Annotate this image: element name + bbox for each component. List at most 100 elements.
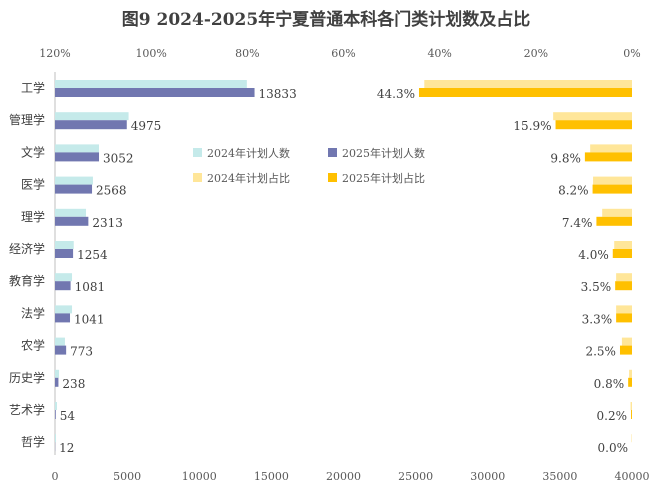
bottom-axis-tick: 5000	[113, 470, 141, 483]
bottom-axis-tick: 35000	[542, 470, 577, 483]
data-label-2025-count: 54	[60, 409, 76, 423]
bar-2024-share	[424, 80, 632, 88]
bottom-axis-tick: 20000	[326, 470, 361, 483]
bottom-axis-tick: 15000	[254, 470, 289, 483]
bar-2025-count	[55, 281, 71, 290]
bar-2025-count	[55, 313, 70, 322]
bottom-axis-tick: 40000	[615, 470, 650, 483]
data-label-2025-share: 8.2%	[558, 184, 589, 198]
bar-2024-count	[55, 434, 56, 442]
bottom-axis-tick: 10000	[182, 470, 217, 483]
data-label-2025-share: 2.5%	[585, 345, 616, 359]
top-axis-tick: 0%	[623, 47, 640, 60]
data-label-2025-share: 7.4%	[562, 216, 593, 230]
bar-2024-share	[622, 338, 632, 346]
bottom-axis-tick: 30000	[470, 470, 505, 483]
bar-2024-share	[602, 209, 632, 217]
bar-2025-share	[615, 281, 632, 290]
data-label-2025-share: 3.3%	[582, 312, 613, 326]
category-label: 工学	[21, 80, 45, 95]
data-label-2025-share: 44.3%	[377, 87, 415, 101]
legend: 2024年计划人数 2025年计划人数 2024年计划占比 2025年计划占比	[193, 146, 425, 185]
bottom-axis-tick: 25000	[398, 470, 433, 483]
bar-2025-share	[419, 88, 632, 97]
data-label-2025-count: 1081	[75, 280, 106, 294]
category-label: 法学	[21, 305, 45, 320]
bar-2025-count	[55, 249, 73, 258]
category-label: 管理学	[9, 112, 45, 127]
bar-2024-share	[616, 305, 632, 313]
bar-2024-share	[629, 370, 632, 378]
bar-2025-count	[55, 152, 99, 161]
bar-2025-count	[55, 410, 56, 419]
bar-2024-count	[55, 209, 86, 217]
data-label-2025-share: 0.8%	[594, 377, 625, 391]
category-label: 理学	[21, 209, 45, 224]
top-axis-tick: 40%	[427, 47, 451, 60]
data-label-2025-count: 12	[59, 441, 74, 455]
bar-2025-count	[55, 88, 255, 97]
bar-2025-share	[631, 410, 632, 419]
data-label-2025-count: 1254	[77, 248, 108, 262]
top-axis-tick: 100%	[135, 47, 166, 60]
data-label-2025-count: 2568	[96, 184, 127, 198]
data-label-2025-count: 2313	[92, 216, 123, 230]
data-label-2025-share: 9.8%	[550, 151, 581, 165]
data-label-2025-share: 0.2%	[597, 409, 628, 423]
bar-2025-share	[593, 185, 632, 194]
category-label: 艺术学	[9, 402, 45, 417]
bar-2025-count	[55, 120, 127, 129]
legend-label: 2024年计划占比	[207, 171, 290, 185]
bar-2025-count	[55, 217, 88, 226]
bar-2025-count	[55, 185, 92, 194]
legend-label: 2024年计划人数	[207, 146, 290, 160]
bar-2024-share	[631, 402, 632, 410]
legend-swatch	[328, 173, 337, 182]
bar-2025-count	[55, 378, 58, 387]
bar-2024-count	[55, 241, 74, 249]
bar-2024-count	[55, 177, 93, 185]
category-label: 经济学	[9, 241, 45, 256]
category-label: 农学	[21, 338, 45, 353]
category-label: 教育学	[9, 273, 45, 288]
bar-2025-count	[55, 346, 66, 355]
bar-2025-share	[556, 120, 632, 129]
legend-swatch	[328, 148, 337, 157]
bar-2025-share	[585, 152, 632, 161]
legend-swatch	[193, 173, 202, 182]
bar-2024-share	[616, 273, 632, 281]
category-label: 医学	[21, 177, 45, 192]
bar-2024-count	[55, 370, 59, 378]
bar-2025-share	[616, 313, 632, 322]
category-label: 哲学	[21, 434, 45, 449]
category-label: 文学	[21, 144, 45, 159]
bar-2025-share	[613, 249, 632, 258]
data-label-2025-count: 773	[70, 345, 93, 359]
data-label-2025-share: 4.0%	[578, 248, 609, 262]
bottom-axis-tick: 0	[52, 470, 59, 483]
legend-label: 2025年计划占比	[342, 171, 425, 185]
bar-2024-share	[553, 112, 632, 120]
bar-2025-share	[596, 217, 632, 226]
bar-2024-share	[593, 177, 632, 185]
bar-2024-count	[55, 80, 247, 88]
data-label-2025-count: 238	[62, 377, 85, 391]
bar-2024-count	[55, 402, 57, 410]
data-label-2025-count: 13833	[259, 87, 297, 101]
bar-2024-share	[614, 241, 632, 249]
data-label-2025-count: 1041	[74, 312, 105, 326]
top-axis-tick: 80%	[235, 47, 259, 60]
chart-title: 图9 2024-2025年宁夏普通本科各门类计划数及占比	[122, 9, 530, 30]
bar-2025-share	[620, 346, 632, 355]
bar-2025-share	[628, 378, 632, 387]
bar-2024-count	[55, 305, 72, 313]
bar-2024-count	[55, 338, 65, 346]
legend-swatch	[193, 148, 202, 157]
top-axis-tick: 60%	[331, 47, 355, 60]
data-label-2025-share: 15.9%	[513, 119, 551, 133]
bar-2024-count	[55, 273, 72, 281]
top-axis-tick: 20%	[524, 47, 548, 60]
legend-label: 2025年计划人数	[342, 146, 425, 160]
top-axis-tick: 120%	[39, 47, 70, 60]
data-label-2025-count: 4975	[131, 119, 162, 133]
